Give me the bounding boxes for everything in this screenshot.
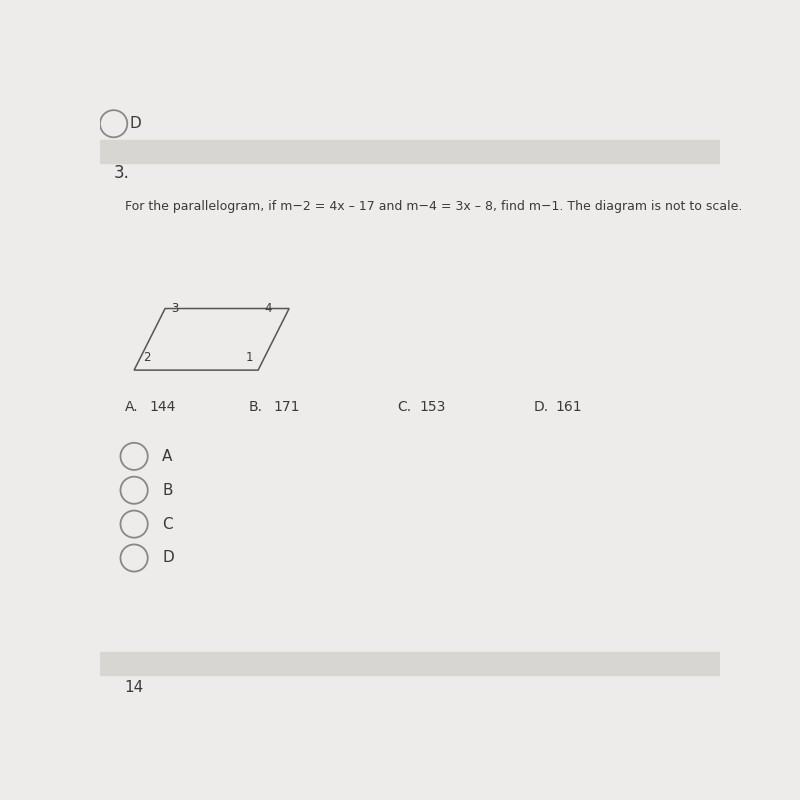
Text: C.: C.: [398, 400, 412, 414]
Text: D.: D.: [534, 400, 549, 414]
Bar: [100, 652, 720, 675]
Text: For the parallelogram, if m−2 = 4x – 17 and m−4 = 3x – 8, find m−1. The diagram : For the parallelogram, if m−2 = 4x – 17 …: [125, 200, 742, 214]
Text: 2: 2: [143, 351, 151, 364]
Bar: [100, 140, 720, 162]
Text: 153: 153: [419, 400, 446, 414]
Text: D: D: [162, 550, 174, 566]
Text: 3: 3: [171, 302, 178, 314]
Text: B: B: [162, 482, 173, 498]
Text: B.: B.: [249, 400, 262, 414]
Text: C: C: [162, 517, 173, 532]
Text: A.: A.: [125, 400, 138, 414]
Text: 14: 14: [125, 680, 144, 695]
Text: D: D: [130, 116, 142, 131]
Text: 144: 144: [150, 400, 176, 414]
Text: A: A: [162, 449, 172, 464]
Text: 3.: 3.: [114, 164, 130, 182]
Text: 161: 161: [556, 400, 582, 414]
Text: 1: 1: [246, 351, 253, 364]
Text: 4: 4: [264, 302, 272, 314]
Text: 171: 171: [274, 400, 300, 414]
